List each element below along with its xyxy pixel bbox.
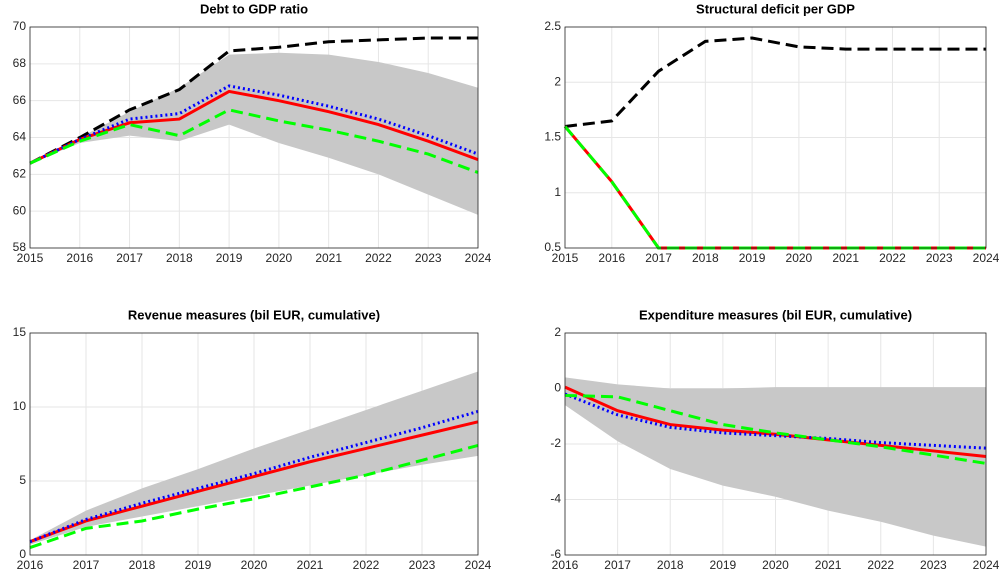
x-tick-label: 2022 bbox=[365, 251, 392, 265]
series-line bbox=[29, 420, 479, 544]
y-tick-label: 58 bbox=[13, 240, 27, 254]
axes-box bbox=[29, 332, 479, 556]
y-tick-label: 1 bbox=[554, 185, 561, 199]
x-tick-label: 2022 bbox=[867, 558, 894, 572]
y-tick-label: 1.5 bbox=[544, 130, 561, 144]
x-tick-label: 2022 bbox=[879, 251, 906, 265]
x-tick-label: 2023 bbox=[409, 558, 436, 572]
axes-box bbox=[29, 26, 479, 249]
y-tick-label: 68 bbox=[13, 56, 27, 70]
y-tick-label: 10 bbox=[13, 399, 27, 413]
x-tick-label: 2020 bbox=[786, 251, 813, 265]
uncertainty-band bbox=[30, 52, 478, 215]
x-tick-label: 2016 bbox=[598, 251, 625, 265]
x-tick-label: 2017 bbox=[116, 251, 143, 265]
y-tick-label: 2 bbox=[554, 74, 561, 88]
x-tick-label: 2024 bbox=[973, 251, 1000, 265]
x-tick-label: 2016 bbox=[66, 251, 93, 265]
series-line bbox=[563, 125, 986, 250]
x-tick-label: 2018 bbox=[657, 558, 684, 572]
x-tick-label: 2017 bbox=[73, 558, 100, 572]
x-tick-label: 2017 bbox=[604, 558, 631, 572]
series-line bbox=[29, 108, 479, 174]
x-tick-label: 2015 bbox=[17, 251, 44, 265]
x-tick-label: 2024 bbox=[465, 558, 492, 572]
x-tick-label: 2015 bbox=[552, 251, 579, 265]
chart-title: Expenditure measures (bil EUR, cumulativ… bbox=[639, 307, 912, 322]
y-tick-label: 2.5 bbox=[544, 19, 561, 33]
y-tick-label: -6 bbox=[550, 547, 561, 561]
series-line bbox=[29, 444, 479, 550]
y-tick-label: 15 bbox=[13, 325, 27, 339]
x-tick-label: 2019 bbox=[710, 558, 737, 572]
y-tick-label: 2 bbox=[554, 325, 561, 339]
x-tick-label: 2019 bbox=[739, 251, 766, 265]
x-tick-label: 2023 bbox=[415, 251, 442, 265]
uncertainty-band bbox=[30, 371, 478, 545]
series-line bbox=[564, 36, 986, 128]
x-tick-label: 2016 bbox=[17, 558, 44, 572]
x-tick-label: 2023 bbox=[926, 251, 953, 265]
x-tick-label: 2023 bbox=[920, 558, 947, 572]
x-tick-label: 2019 bbox=[185, 558, 212, 572]
axes-box bbox=[564, 26, 987, 249]
series-line bbox=[563, 125, 986, 250]
y-tick-label: 64 bbox=[13, 130, 27, 144]
x-tick-label: 2020 bbox=[241, 558, 268, 572]
x-tick-label: 2022 bbox=[353, 558, 380, 572]
x-tick-label: 2018 bbox=[692, 251, 719, 265]
chart-title: Debt to GDP ratio bbox=[200, 1, 308, 16]
x-tick-label: 2017 bbox=[645, 251, 672, 265]
series-line bbox=[564, 392, 987, 450]
x-tick-label: 2019 bbox=[216, 251, 243, 265]
chart-title: Structural deficit per GDP bbox=[696, 1, 855, 16]
y-tick-label: 0 bbox=[19, 547, 26, 561]
series-line bbox=[29, 89, 479, 165]
x-tick-label: 2018 bbox=[166, 251, 193, 265]
series-line bbox=[29, 84, 479, 165]
x-tick-label: 2024 bbox=[973, 558, 1000, 572]
series-line bbox=[29, 36, 478, 165]
y-tick-label: 70 bbox=[13, 19, 27, 33]
x-tick-label: 2021 bbox=[815, 558, 842, 572]
axes-box bbox=[564, 332, 987, 556]
uncertainty-band bbox=[565, 377, 986, 547]
x-tick-label: 2021 bbox=[315, 251, 342, 265]
y-tick-label: 66 bbox=[13, 93, 27, 107]
x-tick-label: 2024 bbox=[465, 251, 492, 265]
x-tick-label: 2016 bbox=[552, 558, 579, 572]
chart-title: Revenue measures (bil EUR, cumulative) bbox=[128, 307, 380, 322]
x-tick-label: 2018 bbox=[129, 558, 156, 572]
y-tick-label: 0.5 bbox=[544, 240, 561, 254]
x-tick-label: 2020 bbox=[266, 251, 293, 265]
y-tick-label: 0 bbox=[554, 381, 561, 395]
y-tick-label: -2 bbox=[550, 436, 561, 450]
y-tick-label: 60 bbox=[13, 203, 27, 217]
y-tick-label: -4 bbox=[550, 492, 561, 506]
x-tick-label: 2021 bbox=[297, 558, 324, 572]
y-tick-label: 62 bbox=[13, 167, 27, 181]
x-tick-label: 2021 bbox=[832, 251, 859, 265]
y-tick-label: 5 bbox=[19, 473, 26, 487]
x-tick-label: 2020 bbox=[762, 558, 789, 572]
